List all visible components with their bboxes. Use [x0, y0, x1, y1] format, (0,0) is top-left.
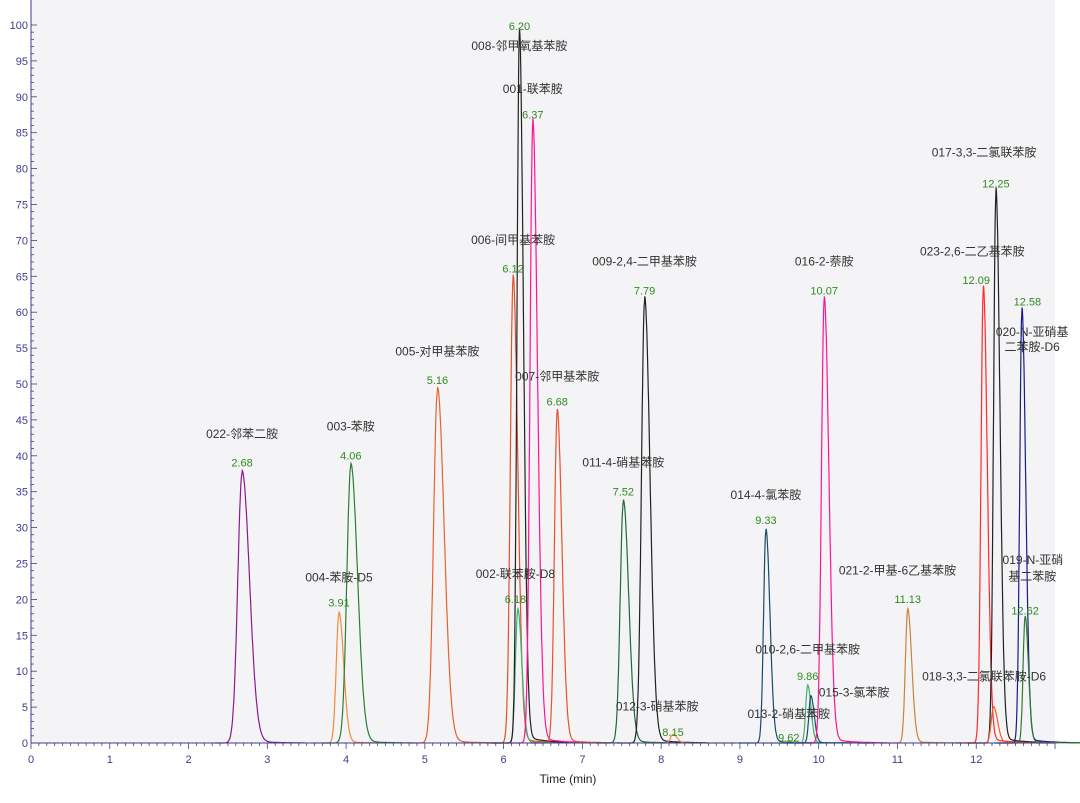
rt-label-rt-9.33: 9.33 [755, 515, 776, 527]
rt-label-rt-2.68: 2.68 [231, 458, 252, 470]
compound-label-lbl-010: 010-2,6-二甲基苯胺 [755, 642, 860, 656]
rt-label-rt-7.79: 7.79 [634, 285, 655, 297]
y-tick-label: 60 [16, 307, 28, 319]
y-tick-label: 10 [16, 666, 28, 678]
rt-label-rt-6.18: 6.18 [505, 594, 526, 606]
x-tick-label: 6 [501, 754, 507, 766]
rt-label-rt-8.15: 8.15 [662, 727, 683, 739]
x-tick-label: 10 [813, 754, 825, 766]
compound-label-lbl-019a: 019-N-亚硝 [1003, 553, 1064, 567]
compound-label-lbl-020b: 二苯胺-D6 [1005, 340, 1061, 354]
compound-label-lbl-019b: 基二苯胺 [1008, 570, 1056, 584]
y-tick-label: 70 [16, 235, 28, 247]
rt-label-rt-6.37: 6.37 [522, 109, 543, 121]
x-tick-label: 3 [264, 754, 270, 766]
y-tick-label: 90 [16, 92, 28, 104]
rt-label-rt-9.86: 9.86 [797, 671, 818, 683]
x-tick-label: 4 [343, 754, 349, 766]
rt-label-rt-3.91: 3.91 [328, 598, 349, 610]
compound-label-lbl-008: 008-邻甲氧基苯胺 [471, 39, 567, 53]
rt-label-rt-12.25: 12.25 [982, 178, 1010, 190]
y-tick-label: 40 [16, 451, 28, 463]
y-tick-label: 30 [16, 523, 28, 535]
rt-label-rt-12.58: 12.58 [1014, 297, 1042, 309]
x-tick-label: 12 [970, 754, 982, 766]
rt-label-rt-6.20: 6.20 [509, 21, 530, 33]
compound-label-lbl-015: 015-3-氯苯胺 [819, 685, 890, 699]
compound-label-lbl-017: 017-3,3-二氯联苯胺 [932, 145, 1037, 159]
y-tick-label: 0 [22, 738, 28, 750]
y-tick-label: 35 [16, 487, 28, 499]
y-tick-label: 65 [16, 271, 28, 283]
compound-label-lbl-006: 006-间甲基苯胺 [471, 233, 555, 247]
compound-label-lbl-001: 001-联苯胺 [503, 82, 563, 96]
compound-label-lbl-023: 023-2,6-二乙基苯胺 [920, 245, 1025, 259]
rt-label-rt-4.06: 4.06 [340, 450, 361, 462]
rt-label-rt-12.09: 12.09 [962, 275, 990, 287]
y-tick-label: 25 [16, 559, 28, 571]
compound-label-lbl-011: 011-4-硝基苯胺 [582, 456, 664, 470]
y-tick-label: 45 [16, 415, 28, 427]
compound-label-lbl-021: 021-2-甲基-6乙基苯胺 [839, 563, 956, 577]
x-tick-label: 1 [107, 754, 113, 766]
y-tick-label: 55 [16, 343, 28, 355]
compound-label-lbl-007: 007-邻甲基苯胺 [515, 369, 599, 383]
rt-label-rt-5.16: 5.16 [427, 375, 448, 387]
x-tick-label: 9 [737, 754, 743, 766]
rt-label-rt-7.52: 7.52 [613, 486, 634, 498]
compound-label-lbl-004: 004-苯胺-D5 [305, 571, 373, 585]
rt-label-rt-10.07: 10.07 [810, 285, 838, 297]
compound-label-lbl-009: 009-2,4-二甲基苯胺 [592, 255, 697, 269]
x-tick-label: 11 [892, 754, 903, 766]
rt-label-rt-12.62: 12.62 [1011, 606, 1039, 618]
x-tick-label: 8 [658, 754, 664, 766]
compound-label-lbl-014: 014-4-氯苯胺 [731, 488, 802, 502]
rt-label-rt-6.68: 6.68 [546, 397, 567, 409]
y-tick-label: 15 [16, 630, 28, 642]
compound-label-lbl-002: 002-联苯胺-D8 [476, 567, 556, 581]
x-tick-label: 7 [579, 754, 585, 766]
y-tick-label: 5 [22, 702, 28, 714]
compound-label-lbl-018: 018-3,3-二氯联苯胺-D6 [922, 670, 1046, 684]
y-tick-label: 20 [16, 594, 28, 606]
y-tick-label: 100 [10, 20, 28, 32]
y-tick-label: 75 [16, 200, 28, 212]
compound-label-lbl-012: 012-3-硝基苯胺 [616, 700, 699, 714]
x-tick-label: 2 [185, 754, 191, 766]
rt-label-rt-9.62: 9.62 [778, 733, 799, 745]
y-tick-label: 80 [16, 164, 28, 176]
compound-label-lbl-022: 022-邻苯二胺 [206, 427, 278, 441]
compound-label-lbl-013: 013-2-硝基苯胺 [747, 707, 830, 721]
y-tick-label: 50 [16, 379, 28, 391]
y-tick-label: 85 [16, 128, 28, 140]
rt-label-rt-11.13: 11.13 [894, 594, 921, 606]
compound-label-lbl-016: 016-2-萘胺 [795, 255, 854, 269]
compound-label-lbl-020a: 020-N-亚硝基 [996, 325, 1069, 339]
x-tick-label: 5 [422, 754, 428, 766]
x-axis-label: Time (min) [540, 772, 597, 786]
compound-label-lbl-005: 005-对甲基苯胺 [395, 344, 479, 358]
compound-label-lbl-003: 003-苯胺 [327, 420, 375, 434]
x-tick-label: 0 [28, 754, 34, 766]
rt-label-rt-6.12: 6.12 [502, 264, 523, 276]
y-tick-label: 95 [16, 56, 28, 68]
